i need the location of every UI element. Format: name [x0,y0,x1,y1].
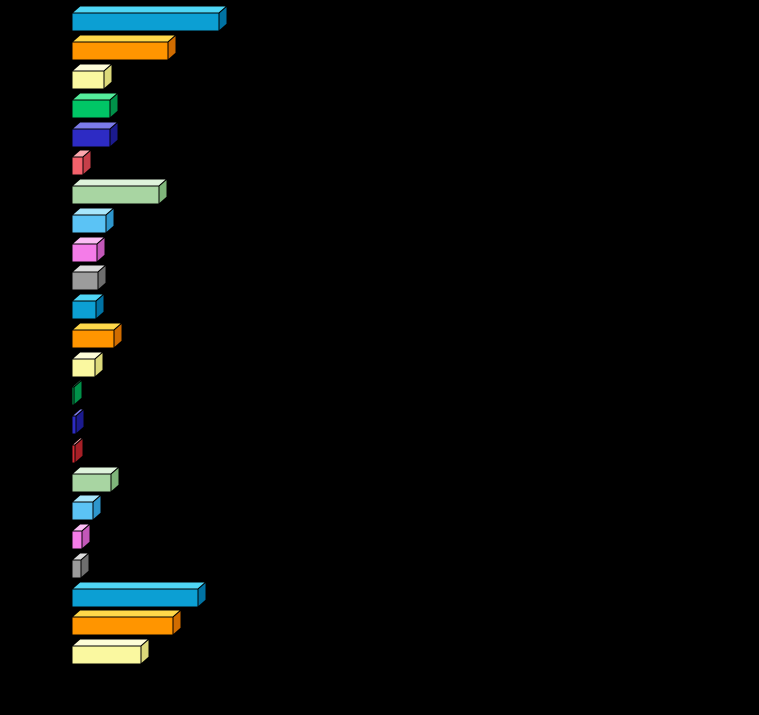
bar-16[interactable] [70,436,85,465]
bar-20[interactable] [70,551,91,580]
bar-front-face [71,300,97,320]
bar-side-face [81,522,91,551]
bar-side-face [97,263,107,292]
bar-top-face [70,5,229,14]
bar-front-face [71,128,111,148]
bar-side-face [140,637,150,666]
bar-front-face [71,243,98,263]
bar-18[interactable] [70,493,103,522]
bar-front-face [71,41,169,61]
bar-top-face [70,638,151,647]
bar-front-face [71,415,77,435]
bar-side-face [73,378,83,407]
bar-2[interactable] [70,33,178,62]
bar-9[interactable] [70,235,107,264]
bar-front-face [71,473,112,493]
bar-front-face [71,559,82,579]
bar-front-face [71,12,220,32]
bar-4[interactable] [70,91,120,120]
bar-13[interactable] [70,350,105,379]
bar-side-face [197,580,207,609]
bar-front-face [71,358,96,378]
bar-7[interactable] [70,177,169,206]
bar-front-face [71,501,94,521]
bar-side-face [218,4,228,33]
bar-side-face [113,321,123,350]
bar-side-face [96,235,106,264]
bar-12[interactable] [70,321,124,350]
bar-front-face [71,185,160,205]
bar-top-face [70,581,208,590]
bar-front-face [71,99,111,119]
bar-side-face [105,206,115,235]
bar-front-face [71,214,107,234]
bar-8[interactable] [70,206,116,235]
bar-side-face [158,177,168,206]
bar-10[interactable] [70,263,108,292]
bar-front-face [71,530,83,550]
bar-22[interactable] [70,608,183,637]
bar-front-face [71,645,142,665]
bar-side-face [109,91,119,120]
bar-19[interactable] [70,522,92,551]
bar-front-face [71,271,99,291]
bar-front-face [71,329,115,349]
bar-front-face [71,616,174,636]
bar-1[interactable] [70,4,229,33]
bar-11[interactable] [70,292,106,321]
bar-front-face [71,588,199,608]
bar-side-face [74,436,84,465]
bar-front-face [71,156,84,176]
bar-side-face [172,608,182,637]
bar-top-face [70,34,178,43]
bar-side-face [103,62,113,91]
bar-top-face [70,178,169,187]
bar-side-face [167,33,177,62]
bar-15[interactable] [70,407,86,436]
bar-21[interactable] [70,580,208,609]
bar-front-face [71,70,105,90]
bar-6[interactable] [70,148,93,177]
bar-side-face [92,493,102,522]
bar-top-face [70,609,183,618]
bar-side-face [82,148,92,177]
bar-side-face [95,292,105,321]
bar-14[interactable] [70,378,84,407]
bar-side-face [75,407,85,436]
bar-23[interactable] [70,637,151,666]
bar-3[interactable] [70,62,114,91]
bar-17[interactable] [70,465,121,494]
bar-side-face [94,350,104,379]
bar-side-face [109,120,119,149]
bar-side-face [110,465,120,494]
bar-side-face [80,551,90,580]
bar-5[interactable] [70,120,120,149]
